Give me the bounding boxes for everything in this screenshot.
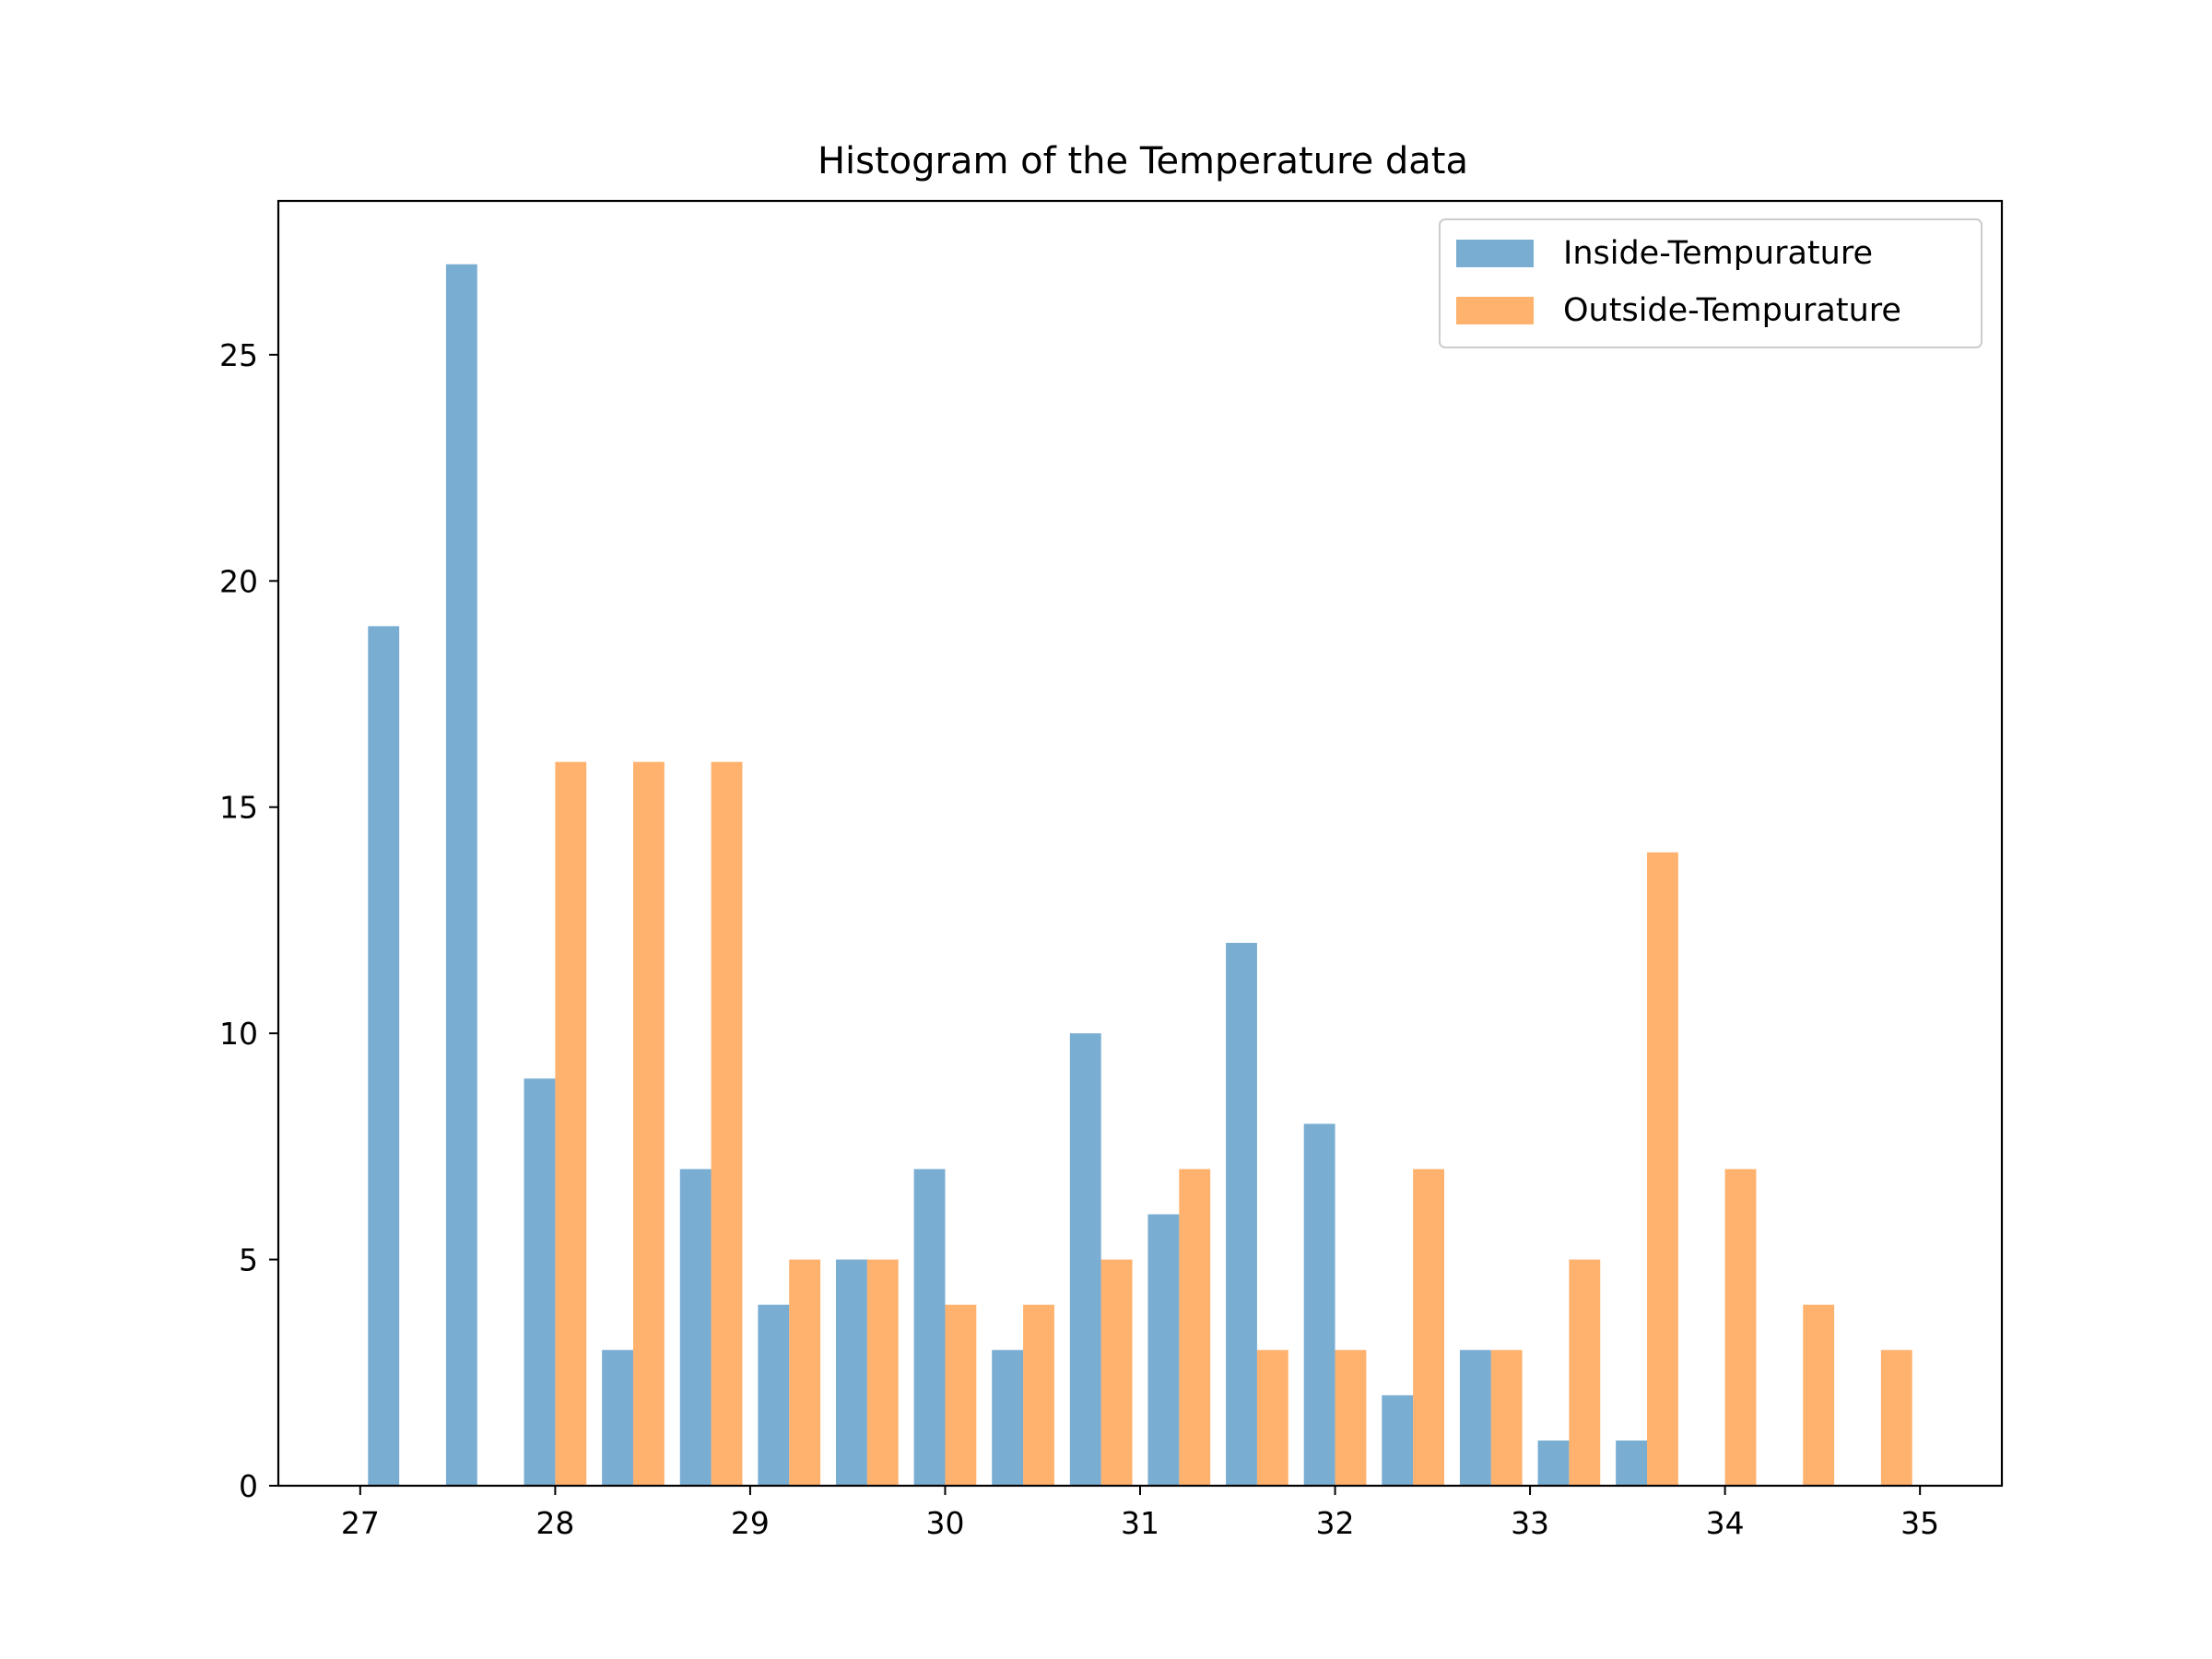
- y-tick-label: 15: [219, 790, 258, 826]
- x-tick-label: 32: [1316, 1505, 1355, 1541]
- y-tick-label: 20: [219, 563, 258, 599]
- bar-inside-2: [524, 1078, 556, 1486]
- bar-outside-3: [633, 761, 665, 1486]
- bar-outside-13: [1413, 1169, 1444, 1486]
- bar-outside-2: [555, 761, 587, 1486]
- legend-swatch-outside: [1456, 297, 1534, 324]
- bar-outside-17: [1724, 1169, 1757, 1486]
- bar-inside-14: [1459, 1349, 1491, 1486]
- bar-inside-3: [602, 1349, 633, 1486]
- bar-outside-10: [1179, 1169, 1211, 1486]
- x-tick-label: 28: [535, 1505, 574, 1541]
- bar-outside-11: [1256, 1349, 1288, 1486]
- bar-outside-8: [1023, 1304, 1054, 1486]
- bar-outside-12: [1335, 1349, 1367, 1486]
- bar-inside-12: [1303, 1124, 1335, 1486]
- x-tick-label: 34: [1706, 1505, 1745, 1541]
- bar-inside-8: [992, 1349, 1024, 1486]
- bar-outside-18: [1803, 1304, 1835, 1486]
- bar-outside-7: [945, 1304, 977, 1486]
- x-tick-label: 33: [1511, 1505, 1549, 1541]
- bar-inside-7: [913, 1169, 946, 1486]
- bars-layer: [368, 264, 1912, 1487]
- bar-outside-19: [1880, 1349, 1912, 1486]
- bar-outside-14: [1490, 1349, 1523, 1486]
- legend-box: [1439, 218, 1983, 348]
- bar-inside-6: [836, 1259, 867, 1486]
- bar-outside-9: [1100, 1259, 1133, 1486]
- x-tick-label: 29: [731, 1505, 770, 1541]
- y-tick-label: 10: [219, 1016, 258, 1052]
- bar-inside-10: [1147, 1214, 1180, 1486]
- x-tick-label: 30: [925, 1505, 964, 1541]
- bar-inside-15: [1537, 1440, 1570, 1486]
- axes-layer: 27 28 29 30 31 32 33 34 35 0 5 10 15 20 25: [219, 199, 2004, 1541]
- bar-inside-5: [758, 1304, 790, 1486]
- legend: Inside-Tempurature Outside-Tempurature: [1439, 218, 1983, 348]
- bar-inside-4: [679, 1169, 712, 1486]
- y-tick-label: 5: [239, 1242, 258, 1278]
- bar-inside-9: [1069, 1033, 1101, 1486]
- legend-label-inside: Inside-Tempurature: [1563, 235, 1873, 272]
- legend-label-outside: Outside-Tempurature: [1563, 292, 1901, 329]
- bar-outside-6: [866, 1259, 899, 1486]
- y-tick-label: 25: [219, 337, 258, 373]
- chart-title: Histogram of the Temperature data: [818, 140, 1468, 182]
- legend-swatch-inside: [1456, 240, 1534, 267]
- bar-inside-16: [1616, 1440, 1647, 1486]
- bar-outside-5: [789, 1259, 821, 1486]
- y-tick-label: 0: [239, 1468, 258, 1504]
- bar-outside-4: [711, 761, 743, 1486]
- x-tick-label: 31: [1121, 1505, 1159, 1541]
- bar-inside-0: [368, 626, 400, 1486]
- bar-inside-13: [1382, 1394, 1414, 1486]
- bar-outside-16: [1647, 852, 1678, 1486]
- bar-inside-11: [1226, 942, 1257, 1486]
- bar-inside-1: [445, 264, 477, 1487]
- x-tick-label: 35: [1900, 1505, 1939, 1541]
- x-tick-label: 27: [341, 1505, 380, 1541]
- bar-outside-15: [1569, 1259, 1601, 1486]
